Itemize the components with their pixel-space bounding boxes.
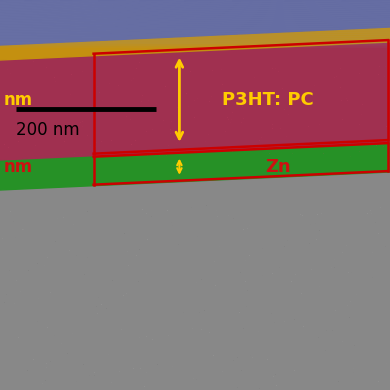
Polygon shape (0, 27, 390, 60)
Text: 200 nm: 200 nm (16, 121, 79, 139)
Polygon shape (0, 172, 390, 390)
Polygon shape (0, 42, 390, 160)
Polygon shape (0, 142, 390, 190)
Text: nm: nm (4, 91, 33, 109)
Polygon shape (0, 0, 390, 45)
Text: P3HT: PC: P3HT: PC (222, 91, 314, 109)
Text: Zn: Zn (265, 158, 291, 176)
Text: nm: nm (4, 158, 33, 176)
